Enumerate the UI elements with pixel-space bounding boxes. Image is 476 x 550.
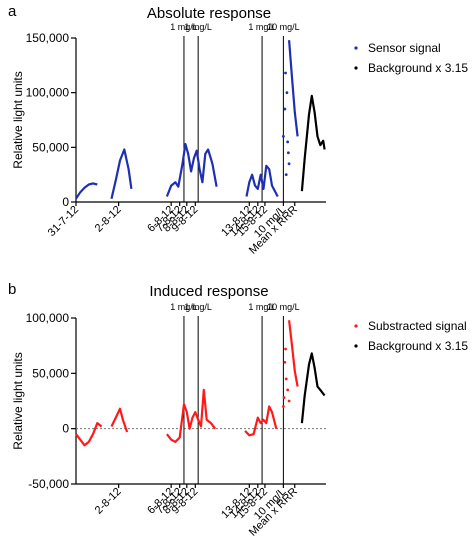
panel-label: b	[8, 281, 16, 298]
series-line	[244, 405, 278, 437]
x-tick-label: 2-8-12	[93, 204, 124, 235]
y-axis-label: Relative light units	[11, 71, 25, 168]
series-line	[166, 388, 217, 443]
annotation-label: 1 mg/L	[184, 302, 212, 312]
y-tick-label: 50,000	[32, 140, 69, 154]
legend-marker	[354, 46, 358, 50]
data-point	[283, 107, 287, 111]
series-1	[300, 94, 326, 192]
data-point	[284, 347, 287, 351]
legend-label: Background x 3.15	[368, 339, 468, 353]
data-point	[284, 173, 288, 177]
y-axis-label: Relative light units	[11, 352, 25, 449]
data-point	[285, 91, 289, 95]
chart-panel-b: b Induced response Relative light units -50…	[8, 281, 468, 539]
series-line	[165, 143, 218, 197]
legend-marker	[354, 324, 358, 328]
series-1	[300, 352, 326, 424]
data-point	[286, 388, 290, 392]
legend-label: Substracted signal	[368, 319, 467, 333]
y-tick-label: -50,000	[28, 477, 69, 491]
chart-title: Absolute response	[147, 5, 271, 22]
annotation-label: 1 mg/L	[170, 22, 198, 32]
data-point	[283, 360, 287, 364]
data-point	[286, 140, 290, 144]
annotation-label: 10 mg/L	[267, 22, 300, 32]
series-line	[245, 164, 279, 198]
series-line	[300, 352, 326, 424]
legend-marker	[354, 344, 358, 348]
series-line	[300, 94, 326, 192]
annotation-label: 1 mg/L	[170, 302, 198, 312]
chart-panel-a: a Absolute response Relative light units 0 5…	[8, 3, 468, 257]
legend-label: Sensor signal	[368, 41, 441, 55]
data-point	[281, 405, 285, 408]
data-point	[284, 377, 288, 381]
y-tick-label: 0	[62, 195, 69, 209]
x-tick-label: 2-8-12	[93, 486, 124, 517]
series-line	[288, 320, 299, 387]
series-line	[75, 182, 98, 200]
annotation-label: 1 mg/L	[248, 302, 276, 312]
annotation-label: 1 mg/L	[184, 22, 212, 32]
y-tick-label: 50,000	[32, 366, 69, 380]
y-tick-label: 0	[62, 422, 69, 436]
data-point	[287, 399, 291, 403]
data-point	[286, 151, 290, 155]
series-line	[288, 40, 299, 137]
series-0	[75, 40, 299, 200]
data-point	[284, 71, 287, 75]
series-0	[75, 320, 299, 447]
legend-label: Background x 3.15	[368, 61, 468, 75]
panel-label: a	[8, 3, 17, 20]
data-point	[282, 396, 286, 400]
series-line	[110, 148, 133, 199]
chart-title: Induced response	[149, 283, 268, 300]
data-point	[287, 162, 291, 166]
annotation-label: 1 mg/L	[248, 22, 276, 32]
data-point	[281, 135, 285, 138]
y-tick-label: 100,000	[26, 311, 70, 325]
y-tick-label: 100,000	[26, 86, 70, 100]
annotation-label: 10 mg/L	[267, 302, 300, 312]
legend-marker	[354, 66, 358, 70]
series-line	[110, 407, 129, 433]
series-line	[75, 422, 103, 447]
y-tick-label: 150,000	[26, 31, 70, 45]
